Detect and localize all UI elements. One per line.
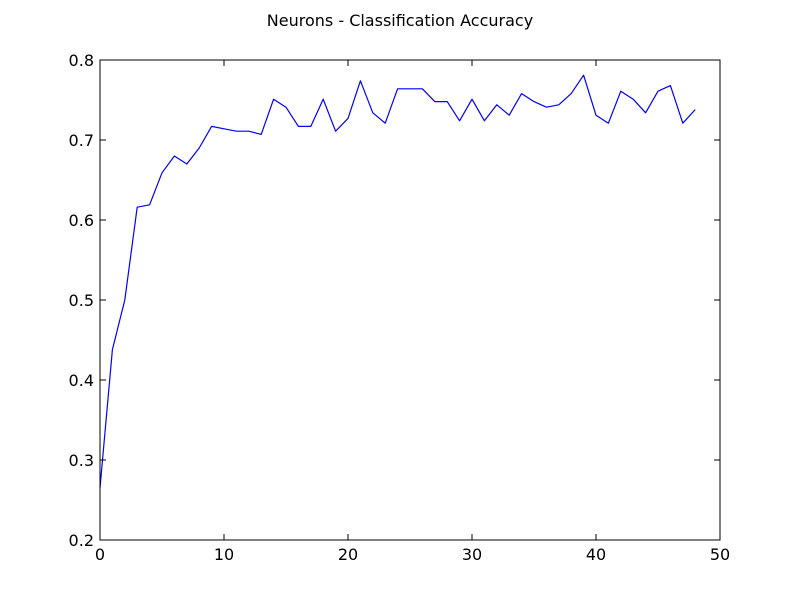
x-tick-label: 30: [462, 545, 482, 564]
x-tick-label: 10: [214, 545, 234, 564]
y-tick-label: 0.6: [69, 211, 94, 230]
y-tick-label: 0.7: [69, 131, 94, 150]
y-tick-label: 0.3: [69, 451, 94, 470]
y-tick-label: 0.4: [69, 371, 94, 390]
y-tick-label: 0.2: [69, 531, 94, 550]
x-tick-label: 0: [95, 545, 105, 564]
x-tick-label: 50: [710, 545, 730, 564]
x-tick-label: 40: [586, 545, 606, 564]
x-tick-label: 20: [338, 545, 358, 564]
plot-area: 0 10 20 30 40 50 0.2 0.3 0.4 0.5 0.6 0.7 0.8: [69, 51, 731, 564]
series-line-0: [99, 74, 696, 489]
chart-title: Neurons - Classification Accuracy: [267, 11, 533, 30]
axes-frame: [99, 59, 721, 541]
y-tick-label: 0.5: [69, 291, 94, 310]
y-tick-label: 0.8: [69, 51, 94, 70]
